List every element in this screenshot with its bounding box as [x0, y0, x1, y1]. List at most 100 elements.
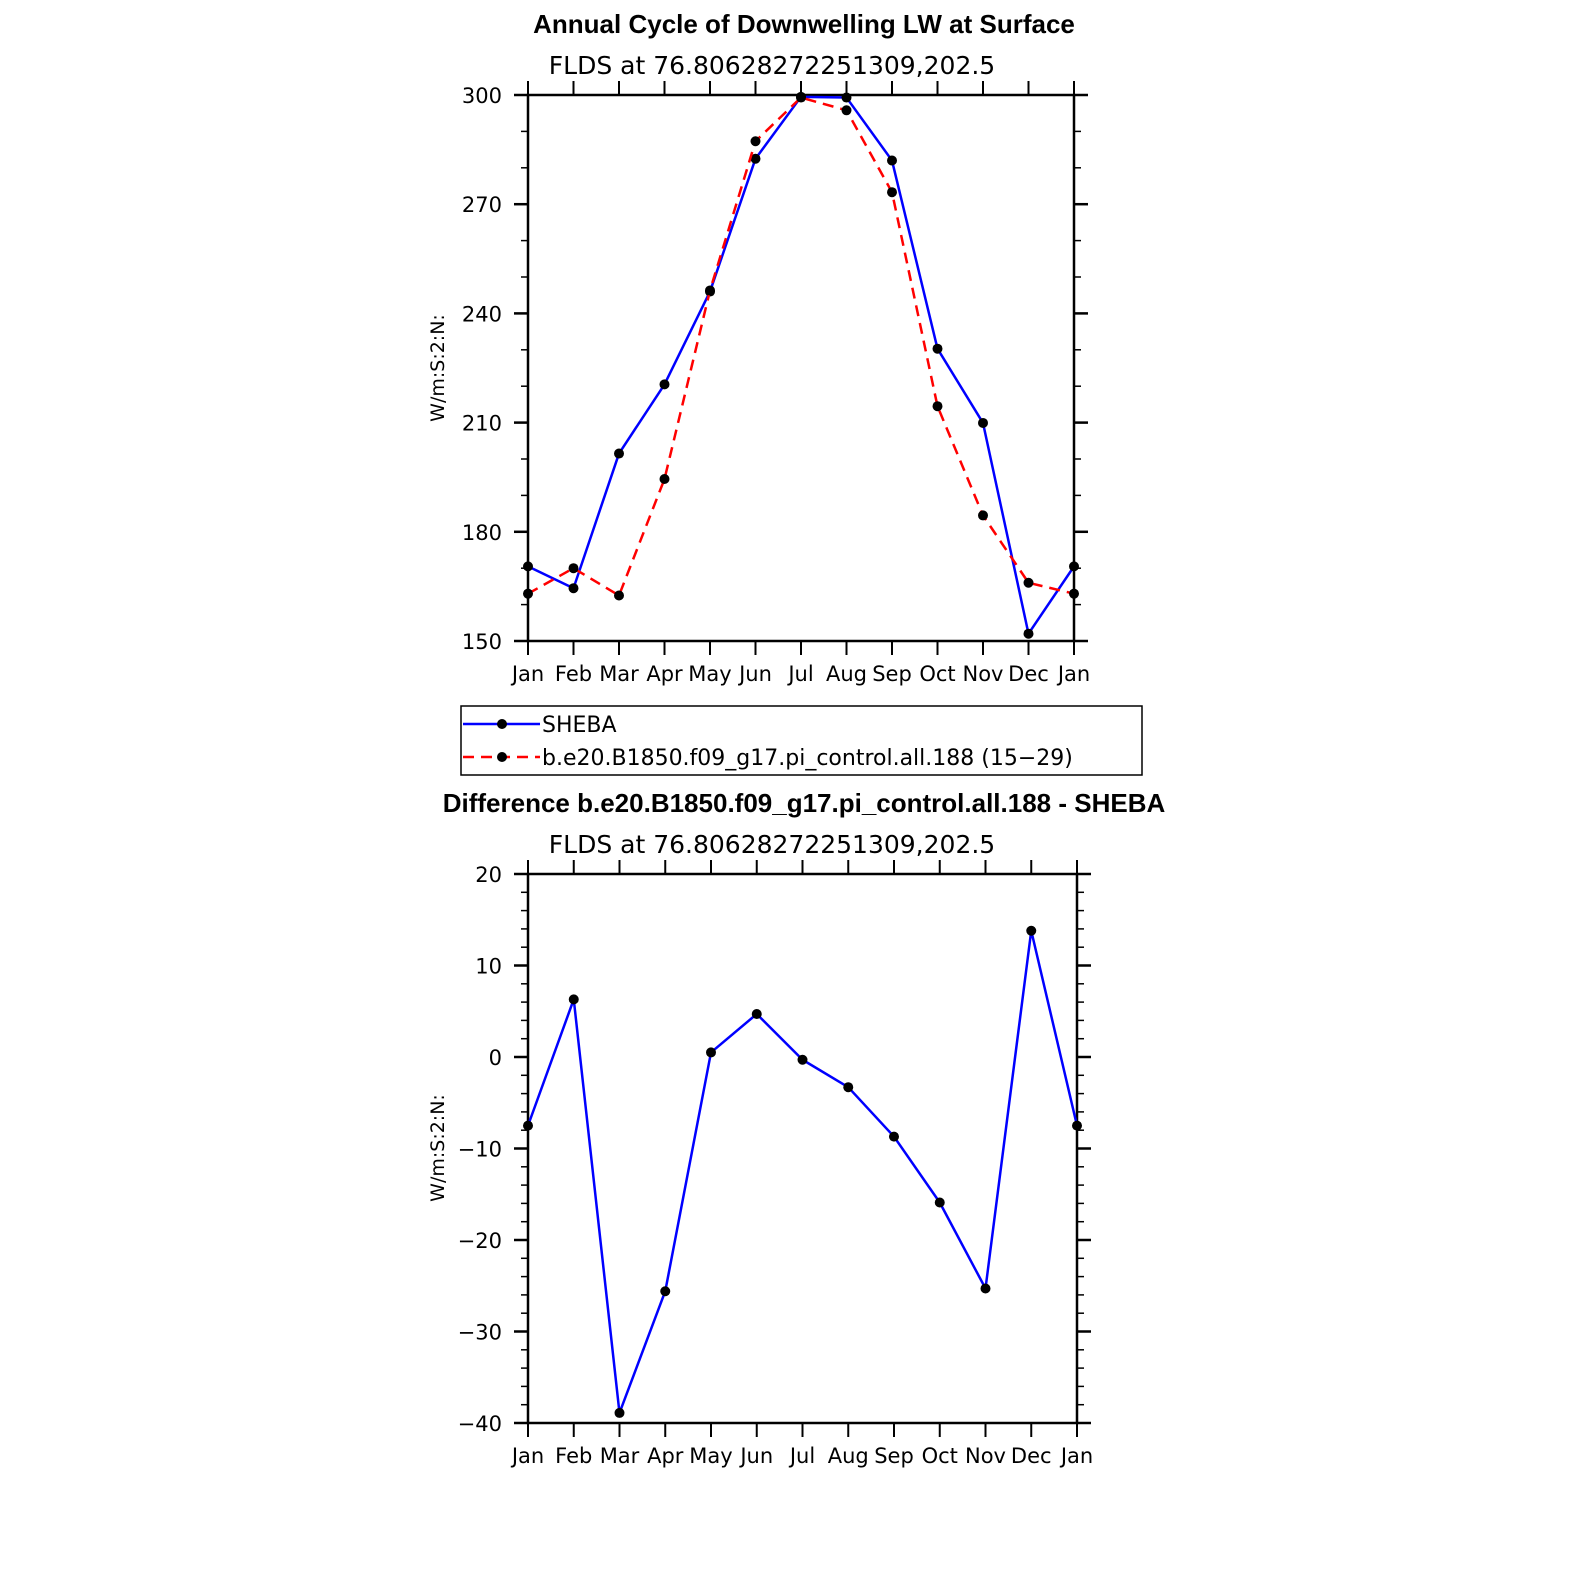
- series-line-0: [527, 95, 1076, 635]
- data-point: [841, 92, 852, 103]
- x-tick-label: Jul: [788, 1444, 815, 1468]
- data-point: [1023, 628, 1034, 639]
- data-point: [614, 1407, 625, 1418]
- data-point: [706, 1047, 716, 1058]
- x-tick-label: Jan: [510, 1444, 544, 1468]
- data-point: [751, 1008, 762, 1019]
- y-tick-label: 240: [462, 302, 502, 326]
- x-tick-label: Sep: [874, 1444, 914, 1468]
- series-layer: [523, 925, 1082, 1418]
- x-tick-label: Feb: [555, 1444, 592, 1468]
- difference-chart: Difference b.e20.B1850.f09_g17.pi_contro…: [427, 788, 1165, 1468]
- plot-frame: Jan Feb Mar Apr May Jun Jul Aug Sep Oct Nov Dec Jan 1…: [462, 81, 1090, 686]
- x-tick-label: Jun: [737, 662, 772, 686]
- legend-label-model: b.e20.B1850.f09_g17.pi_control.all.188 (…: [542, 746, 1073, 771]
- data-point: [750, 136, 761, 147]
- x-tick-label: Aug: [828, 1444, 869, 1468]
- data-point: [978, 417, 988, 428]
- x-tick-label: May: [689, 1444, 732, 1468]
- data-point: [1069, 588, 1079, 599]
- data-point: [934, 1197, 945, 1208]
- data-point: [887, 187, 897, 198]
- series-line-1: [527, 96, 1075, 597]
- x-tick-label: Mar: [599, 662, 639, 686]
- data-point: [614, 448, 624, 459]
- y-axis-label: W/m:S:2:N:: [427, 314, 449, 422]
- y-tick-label: 150: [462, 630, 502, 654]
- data-point: [523, 1120, 533, 1131]
- x-tick-label: Jun: [738, 1444, 773, 1468]
- data-point: [568, 994, 579, 1005]
- chart-title: Difference b.e20.B1850.f09_g17.pi_contro…: [443, 788, 1166, 818]
- data-point: [796, 92, 806, 103]
- data-point: [750, 153, 761, 164]
- x-tick-label: Nov: [963, 662, 1004, 686]
- x-tick-label: Jan: [1059, 1444, 1093, 1468]
- legend-label-sheba: SHEBA: [542, 713, 617, 738]
- y-tick-label: 10: [475, 955, 502, 979]
- annual-cycle-chart: Annual Cycle of Downwelling LW at Surfac…: [427, 9, 1090, 686]
- y-axis-label: W/m:S:2:N:: [427, 1094, 449, 1202]
- chart-title: Annual Cycle of Downwelling LW at Surfac…: [533, 9, 1075, 39]
- series-layer: [523, 91, 1079, 639]
- y-tick-label: 270: [462, 193, 502, 217]
- x-tick-label: Oct: [919, 662, 955, 686]
- data-point: [980, 1283, 991, 1294]
- x-tick-label: Jan: [1056, 662, 1090, 686]
- x-tick-label: Dec: [1008, 662, 1049, 686]
- data-point: [568, 563, 579, 574]
- x-tick-label: Sep: [872, 662, 912, 686]
- chart-subtitle: FLDS at 76.80628272251309,202.5: [549, 51, 995, 80]
- x-tick-label: Aug: [826, 662, 867, 686]
- legend-marker-sheba: [497, 719, 507, 729]
- data-point: [887, 155, 897, 166]
- data-point: [843, 1082, 854, 1093]
- data-point: [932, 343, 943, 354]
- legend-box: [460, 705, 1143, 776]
- data-point: [659, 379, 670, 390]
- y-tick-label: 300: [462, 84, 502, 108]
- data-point: [932, 401, 943, 412]
- data-point: [568, 583, 579, 594]
- y-tick-label: 0: [489, 1046, 502, 1070]
- x-tick-label: Oct: [922, 1444, 958, 1468]
- y-tick-label: 180: [462, 521, 502, 545]
- data-point: [978, 510, 988, 521]
- x-tick-label: Dec: [1011, 1444, 1052, 1468]
- x-tick-label: Apr: [646, 662, 683, 686]
- chart-subtitle: FLDS at 76.80628272251309,202.5: [549, 830, 995, 859]
- data-point: [1069, 561, 1079, 572]
- plot-border: [526, 93, 1076, 643]
- data-point: [889, 1131, 899, 1142]
- data-point: [841, 105, 852, 116]
- data-point: [523, 588, 533, 599]
- data-point: [614, 590, 624, 601]
- y-tick-label: −10: [458, 1138, 502, 1162]
- x-tick-label: Jul: [786, 662, 813, 686]
- x-tick-label: Jan: [510, 662, 544, 686]
- x-tick-label: Apr: [647, 1444, 684, 1468]
- y-tick-label: 210: [462, 412, 502, 436]
- data-point: [1023, 577, 1034, 588]
- data-point: [705, 285, 715, 296]
- data-point: [1072, 1120, 1082, 1131]
- y-tick-label: −40: [458, 1412, 502, 1436]
- y-tick-label: 20: [475, 863, 502, 887]
- data-point: [1026, 925, 1037, 936]
- data-point: [523, 561, 533, 572]
- x-tick-label: Feb: [555, 662, 592, 686]
- y-tick-label: −30: [458, 1321, 502, 1345]
- legend: SHEBA b.e20.B1850.f09_g17.pi_control.all…: [460, 705, 1143, 776]
- x-tick-label: Mar: [600, 1444, 640, 1468]
- legend-marker-model: [497, 752, 507, 762]
- series-line-0: [526, 929, 1079, 1415]
- x-tick-label: May: [688, 662, 731, 686]
- data-point: [797, 1054, 808, 1065]
- x-tick-label: Nov: [965, 1444, 1006, 1468]
- data-point: [659, 474, 670, 485]
- plot-frame: Jan Feb Mar Apr May Jun Jul Aug Sep Oct Nov Dec Jan−…: [458, 860, 1093, 1468]
- y-tick-label: −20: [458, 1229, 502, 1253]
- data-point: [660, 1286, 671, 1297]
